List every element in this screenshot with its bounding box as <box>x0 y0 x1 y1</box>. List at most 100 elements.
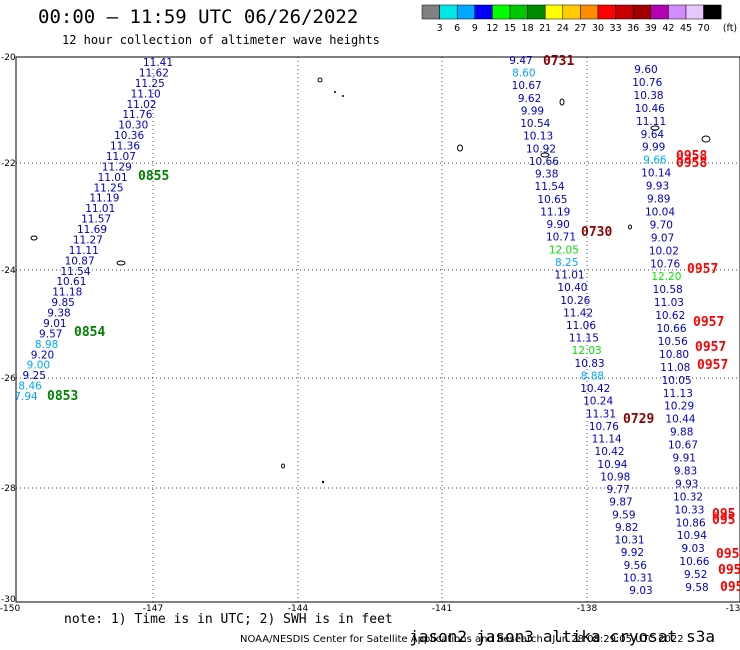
colorbar-level: 36 <box>627 23 639 34</box>
wave-height-label: 9.56 <box>624 560 648 572</box>
colorbar-swatch <box>615 4 634 20</box>
island <box>116 260 126 266</box>
wave-height-label: 10.42 <box>580 383 610 395</box>
map-title: 00:00 – 11:59 UTC 06/26/2022 <box>38 6 359 28</box>
latitude-tick: -30 <box>1 595 16 605</box>
colorbar-level: 9 <box>472 23 478 34</box>
wave-height-label: 11.54 <box>535 181 565 193</box>
pass-time-label: 095 <box>720 580 740 595</box>
wave-height-label: 12.03 <box>572 345 602 357</box>
wave-height-label: 10.38 <box>634 90 664 102</box>
wave-height-label: 9.99 <box>521 105 544 117</box>
pass-time-label: 0730 <box>581 225 612 240</box>
pass-time-label: 095 <box>712 513 735 528</box>
wave-height-label: 9.90 <box>546 219 569 231</box>
wave-height-label: 10.66 <box>656 323 686 335</box>
wave-height-label: 11.54 <box>60 266 90 278</box>
island <box>317 77 323 83</box>
wave-height-label: 10.14 <box>641 168 671 180</box>
wave-height-label: 9.87 <box>609 497 632 509</box>
colorbar-swatch <box>668 4 687 20</box>
wave-height-label: 9.91 <box>673 453 696 465</box>
wave-height-label: 9.60 <box>634 64 657 76</box>
wave-height-label: 10.66 <box>679 556 709 568</box>
wave-height-label: 9.93 <box>675 478 698 490</box>
wave-height-label: 10.62 <box>655 310 685 322</box>
wave-height-label: 9.07 <box>651 232 674 244</box>
satellite-legend: jason2 jason3 altika cryosat s3a <box>390 608 724 646</box>
wave-height-label: 11.15 <box>569 333 599 345</box>
pass-time-label: 0729 <box>623 412 654 427</box>
wave-height-label: 10.36 <box>114 130 144 142</box>
wave-height-label: 10.04 <box>645 206 675 218</box>
footer: NOAA/NESDIS Center for Satellite Applica… <box>240 634 684 645</box>
colorbar-level: 6 <box>454 23 460 34</box>
colorbar-swatch <box>492 4 511 20</box>
footer-timestamp: Jun 28 08:29:05 UTC 2022 <box>552 634 684 645</box>
latitude-tick: -26 <box>1 374 16 384</box>
wave-height-label: 10.67 <box>512 80 542 92</box>
wave-height-label: 11.01 <box>98 172 128 184</box>
wave-height-label: 11.18 <box>52 287 82 299</box>
colorbar-level: 27 <box>574 23 586 34</box>
pass-time-label: 0957 <box>697 358 728 373</box>
colorbar-swatch <box>685 4 704 20</box>
satellite-jason3: jason3 <box>476 627 534 646</box>
wave-height-label: 9.62 <box>518 93 541 105</box>
island <box>457 144 463 152</box>
colorbar-unit: (ft) <box>723 23 737 34</box>
wave-height-label: 9.25 <box>23 370 46 382</box>
pass-time-label: 095 <box>716 547 739 562</box>
wave-height-label: 9.92 <box>621 547 644 559</box>
wave-height-label: 9.99 <box>642 142 665 154</box>
wave-height-label: 10.42 <box>595 446 625 458</box>
wave-height-label: 11.36 <box>110 141 140 153</box>
wave-height-label: 9.47 <box>509 55 532 67</box>
colorbar-level: 18 <box>522 23 534 34</box>
colorbar-swatch <box>421 4 440 20</box>
wave-height-label: 10.94 <box>677 530 707 542</box>
wave-height-label: 11.76 <box>122 109 152 121</box>
wave-height-label: 9.93 <box>646 181 669 193</box>
wave-height-label: 11.41 <box>143 57 173 69</box>
colorbar-level: 21 <box>539 23 551 34</box>
latitude-tick: -28 <box>1 484 16 494</box>
wave-height-label: 10.46 <box>635 103 665 115</box>
colorbar-level: 42 <box>662 23 674 34</box>
wave-height-label: 9.88 <box>670 427 693 439</box>
wave-height-label: 11.27 <box>73 234 103 246</box>
satellite-jason2: jason2 <box>409 627 468 646</box>
colorbar-swatch <box>562 4 581 20</box>
pass-time-label: 0957 <box>687 262 718 277</box>
colorbar-swatch <box>474 4 493 20</box>
wave-height-label: 11.06 <box>566 320 596 332</box>
wave-height-label: 10.92 <box>526 143 556 155</box>
wave-height-label: 9.64 <box>641 129 665 141</box>
satellite-s3a: s3a <box>686 627 715 646</box>
wave-height-label: 10.44 <box>665 414 695 426</box>
wave-height-label: 11.10 <box>131 88 161 100</box>
colorbar-level: 30 <box>592 23 604 34</box>
wave-height-label: 11.19 <box>540 206 570 218</box>
wave-height-label: 10.76 <box>589 421 619 433</box>
wave-height-label: 9.20 <box>31 349 54 361</box>
wave-height-label: 9.00 <box>27 360 50 372</box>
footer-credit: NOAA/NESDIS Center for Satellite Applica… <box>240 634 543 645</box>
wave-height-label: 11.03 <box>654 297 684 309</box>
wave-height-label: 11.13 <box>663 388 693 400</box>
wave-height-label: 10.67 <box>668 440 698 452</box>
longitude-tick: -144 <box>288 604 309 614</box>
wave-height-label: 10.33 <box>674 504 704 516</box>
wave-height-label: 11.14 <box>592 434 622 446</box>
pass-time-label: 0854 <box>74 325 105 340</box>
wave-height-label: 11.42 <box>563 307 593 319</box>
wave-height-label: 9.89 <box>647 194 670 206</box>
colorbar-swatch <box>703 4 722 20</box>
pass-time-label: 0957 <box>693 315 724 330</box>
colorbar-swatch <box>439 4 458 20</box>
wave-height-label: 10.02 <box>649 245 679 257</box>
latitude-tick: -20 <box>1 53 16 63</box>
island <box>334 91 336 93</box>
wave-height-label: 11.02 <box>126 99 156 111</box>
